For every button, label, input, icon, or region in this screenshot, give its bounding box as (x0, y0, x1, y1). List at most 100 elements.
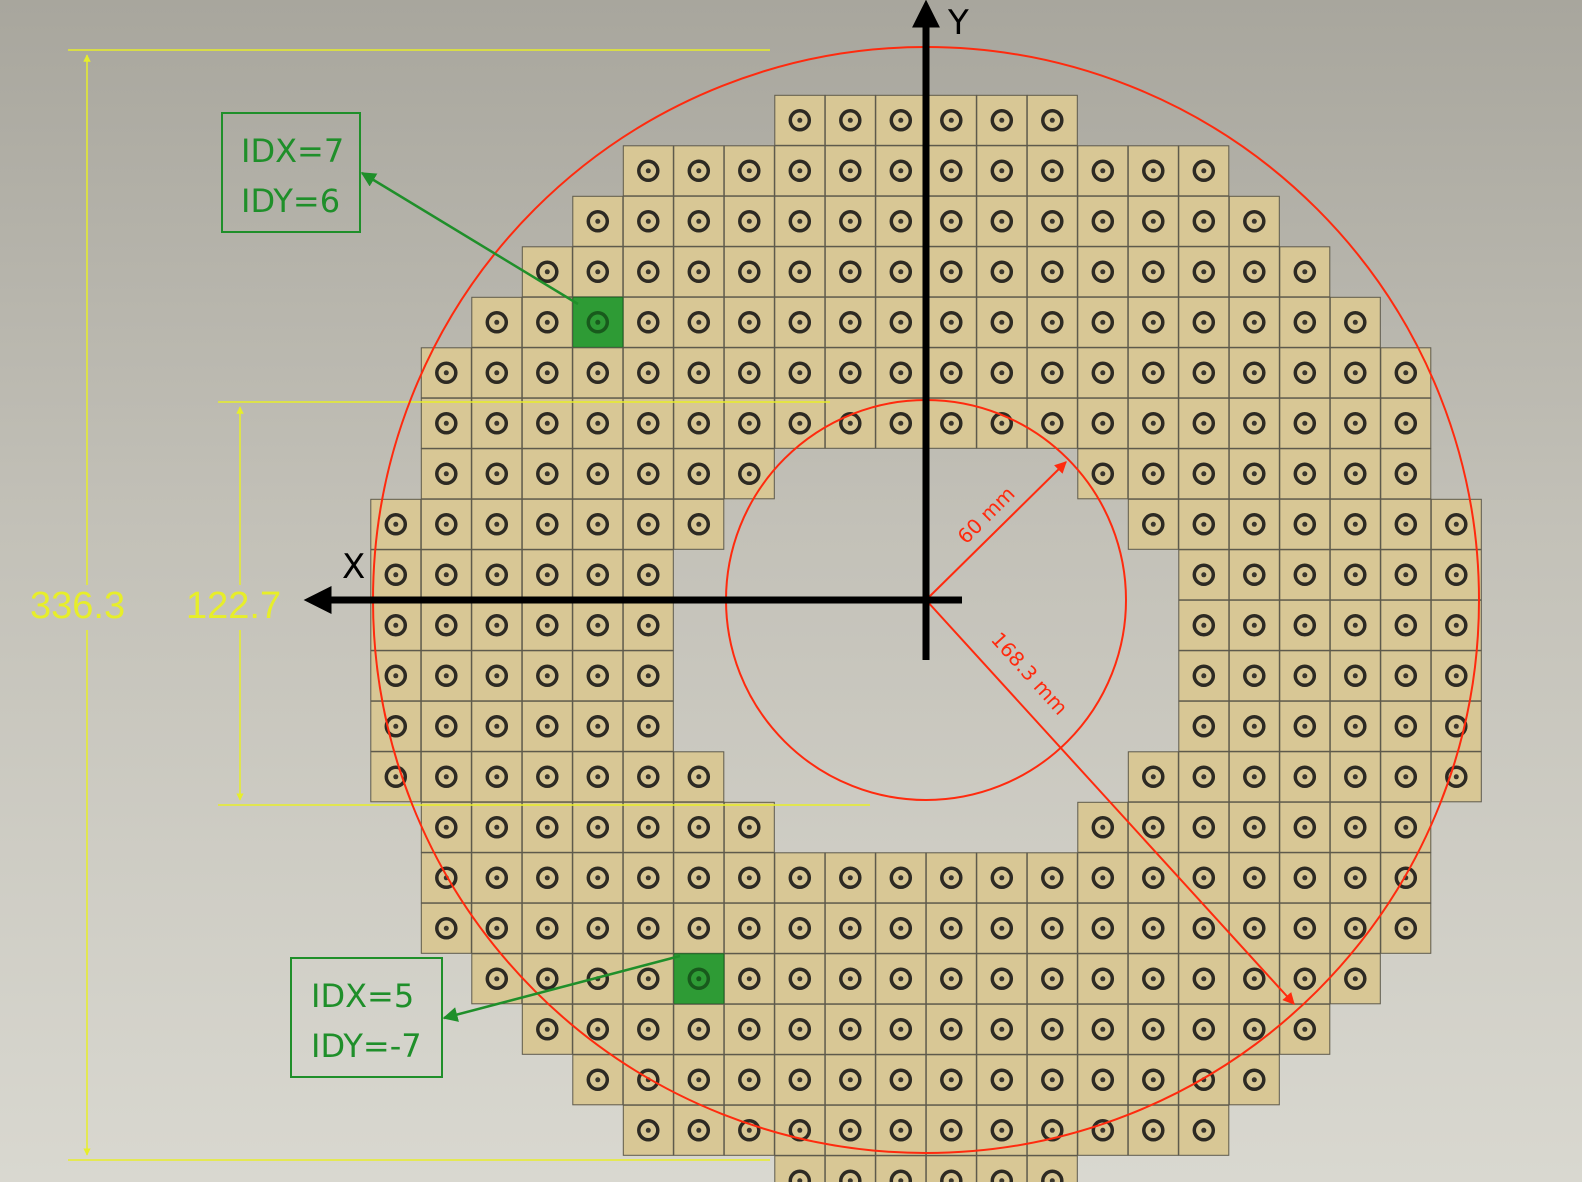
crystal-tile (976, 195, 1028, 247)
crystal-tile (521, 498, 573, 550)
crystal-tile (622, 1104, 674, 1156)
crystal-tile (1077, 448, 1129, 500)
crystal-tile (673, 1054, 725, 1106)
crystal-tile (471, 902, 523, 954)
crystal-tile (1228, 296, 1280, 348)
crystal-tile (976, 145, 1028, 197)
crystal-tile (1279, 347, 1331, 399)
crystal-tile (1026, 1155, 1078, 1182)
crystal-tile (1329, 902, 1381, 954)
crystal-tile (521, 852, 573, 904)
crystal-tile (774, 246, 826, 298)
crystal-tile (1127, 347, 1179, 399)
crystal-tile (1178, 1054, 1230, 1106)
crystal-tile (521, 650, 573, 702)
crystal-tile (1026, 246, 1078, 298)
crystal-tile (1178, 549, 1230, 601)
crystal-tile (1329, 549, 1381, 601)
crystal-tile (976, 1155, 1028, 1182)
crystal-tile (471, 852, 523, 904)
crystal-tile (774, 145, 826, 197)
crystal-tile (420, 801, 472, 853)
crystal-tile (925, 145, 977, 197)
crystal-tile (572, 246, 624, 298)
crystal-tile (1026, 397, 1078, 449)
crystal-tile (673, 1104, 725, 1156)
crystal-tile (622, 145, 674, 197)
crystal-tile (622, 751, 674, 803)
crystal-tile (1127, 195, 1179, 247)
crystal-tile (723, 1054, 775, 1106)
crystal-tile (572, 700, 624, 752)
crystal-tile (1228, 852, 1280, 904)
crystal-tile (1228, 599, 1280, 651)
crystal-tile (572, 549, 624, 601)
crystal-tile (875, 1003, 927, 1055)
crystal-tile (925, 953, 977, 1005)
crystal-tile (723, 852, 775, 904)
crystal-tile (925, 1054, 977, 1106)
crystal-tile (1077, 347, 1129, 399)
crystal-tile (471, 751, 523, 803)
crystal-tile (572, 953, 624, 1005)
crystal-tile (1329, 296, 1381, 348)
crystal-tile (1279, 751, 1331, 803)
crystal-tile (774, 296, 826, 348)
crystal-tile (1228, 498, 1280, 550)
crystal-tile (1178, 801, 1230, 853)
callout-lower-idy: IDY=-7 (311, 1027, 422, 1065)
crystal-tile (673, 801, 725, 853)
crystal-tile (521, 397, 573, 449)
crystal-tile (1228, 448, 1280, 500)
crystal-tile (572, 751, 624, 803)
crystal-tile (1279, 1003, 1331, 1055)
crystal-tile (824, 296, 876, 348)
crystal-tile (824, 246, 876, 298)
crystal-tile (1329, 599, 1381, 651)
crystal-tile (824, 145, 876, 197)
crystal-tile (1026, 195, 1078, 247)
crystal-tile (1127, 1104, 1179, 1156)
inner-radius-label: 60 mm (953, 482, 1020, 549)
crystal-tile (622, 498, 674, 550)
crystal-tile (875, 902, 927, 954)
inner-dimension-label: 122.7 (186, 585, 281, 627)
dimension-lines: 336.3 122.7 (30, 49, 870, 1161)
crystal-tile (1279, 397, 1331, 449)
crystal-tile (1127, 751, 1179, 803)
crystal-tile (1026, 1054, 1078, 1106)
crystal-tile (622, 347, 674, 399)
crystal-tile (471, 397, 523, 449)
crystal-tile (1178, 296, 1230, 348)
callout-upper-idx: IDX=7 (241, 132, 344, 170)
crystal-tile (420, 599, 472, 651)
crystal-tile (1380, 599, 1432, 651)
crystal-tile (1329, 397, 1381, 449)
crystal-tile (976, 94, 1028, 146)
crystal-tile (875, 94, 927, 146)
crystal-tile (1228, 195, 1280, 247)
crystal-tile (572, 599, 624, 651)
crystal-tile (622, 1003, 674, 1055)
crystal-tile (471, 801, 523, 853)
crystal-tile (572, 397, 624, 449)
callout-upper: IDX=7 IDY=6 (221, 112, 579, 306)
crystal-tile (1026, 953, 1078, 1005)
crystal-tile (572, 347, 624, 399)
crystal-tile (1329, 448, 1381, 500)
crystal-tile (1329, 700, 1381, 752)
crystal-tile (1279, 801, 1331, 853)
crystal-tile (976, 953, 1028, 1005)
crystal-tile (1077, 801, 1129, 853)
crystal-tile (723, 902, 775, 954)
crystal-tile (875, 1054, 927, 1106)
crystal-tile (1178, 397, 1230, 449)
crystal-tile (673, 1003, 725, 1055)
crystal-tile (1329, 751, 1381, 803)
crystal-tile (1329, 498, 1381, 550)
crystal-tile (875, 953, 927, 1005)
crystal-tile (1329, 852, 1381, 904)
crystal-tile (1380, 448, 1432, 500)
crystal-tile (1430, 700, 1482, 752)
callout-upper-box (221, 112, 361, 233)
